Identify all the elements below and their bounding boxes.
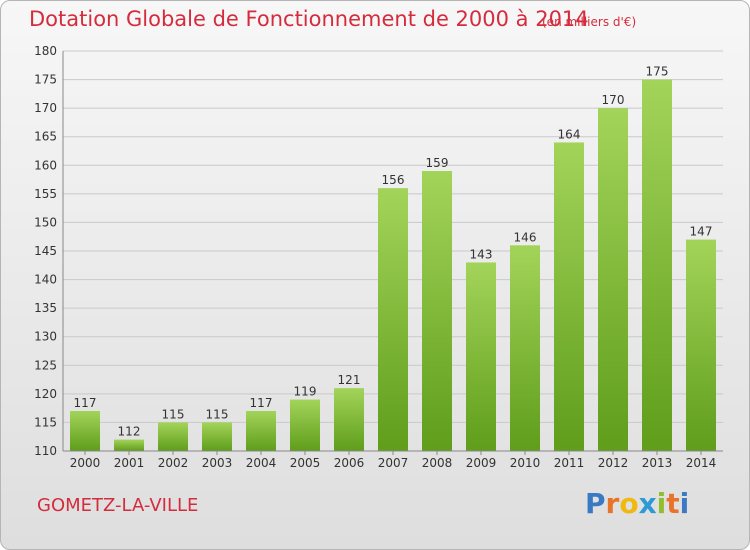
value-label-2000: 117 (74, 396, 97, 410)
y-tick-label: 170 (34, 101, 57, 115)
value-label-2010: 146 (514, 230, 537, 244)
y-tick-label: 175 (34, 73, 57, 87)
y-tick-label: 160 (34, 158, 57, 172)
logo-letter: t (666, 487, 680, 520)
y-tick-label: 110 (34, 444, 57, 458)
x-tick-label-2007: 2007 (378, 456, 409, 470)
x-tick-label-2000: 2000 (70, 456, 101, 470)
y-tick-label: 115 (34, 415, 57, 429)
bar-2002 (158, 422, 188, 451)
bar-2005 (290, 399, 320, 451)
y-tick-label: 145 (34, 244, 57, 258)
x-tick-label-2001: 2001 (114, 456, 145, 470)
value-label-2002: 115 (162, 407, 185, 421)
value-label-2013: 175 (646, 65, 669, 79)
x-tick-label-2009: 2009 (466, 456, 497, 470)
x-tick-label-2013: 2013 (642, 456, 673, 470)
value-label-2009: 143 (470, 247, 493, 261)
value-label-2006: 121 (338, 373, 361, 387)
value-label-2003: 115 (206, 407, 229, 421)
chart-title: Dotation Globale de Fonctionnement de 20… (29, 7, 589, 31)
x-tick-label-2011: 2011 (554, 456, 585, 470)
logo-letter: r (605, 487, 620, 520)
bar-2013 (642, 79, 672, 452)
y-tick-label: 125 (34, 358, 57, 372)
bar-2009 (466, 262, 496, 451)
bar-2008 (422, 171, 452, 451)
bar-2004 (246, 411, 276, 451)
commune-name: GOMETZ-LA-VILLE (37, 495, 199, 516)
y-tick-label: 180 (34, 44, 57, 58)
bar-2011 (554, 142, 584, 451)
bar-2006 (334, 388, 364, 451)
bar-2012 (598, 108, 628, 452)
value-label-2005: 119 (294, 385, 317, 399)
x-tick-label-2005: 2005 (290, 456, 321, 470)
value-label-2007: 156 (382, 173, 405, 187)
bar-2007 (378, 188, 408, 451)
bar-2014 (686, 239, 716, 451)
proxiti-logo[interactable]: Proxiti (585, 487, 689, 520)
y-tick-label: 150 (34, 215, 57, 229)
y-tick-label: 130 (34, 330, 57, 344)
x-tick-label-2014: 2014 (686, 456, 717, 470)
logo-letter: i (679, 487, 690, 520)
value-label-2004: 117 (250, 396, 273, 410)
y-tick-label: 120 (34, 387, 57, 401)
value-label-2008: 159 (426, 156, 449, 170)
logo-letter: x (638, 487, 657, 520)
bar-2010 (510, 245, 540, 451)
value-label-2011: 164 (558, 127, 581, 141)
logo-letter: P (585, 487, 606, 520)
x-tick-label-2004: 2004 (246, 456, 277, 470)
y-tick-label: 135 (34, 301, 57, 315)
y-tick-label: 165 (34, 130, 57, 144)
x-tick-label-2008: 2008 (422, 456, 453, 470)
value-label-2001: 112 (118, 425, 141, 439)
y-tick-label: 140 (34, 273, 57, 287)
x-tick-label-2006: 2006 (334, 456, 365, 470)
value-label-2014: 147 (690, 225, 713, 239)
x-tick-label-2003: 2003 (202, 456, 233, 470)
logo-letter: o (619, 487, 639, 520)
bar-2003 (202, 422, 232, 451)
unit-note: (en milliers d'€) (542, 15, 637, 29)
y-tick-label: 155 (34, 187, 57, 201)
bar-2001 (114, 439, 144, 451)
bar-2000 (70, 411, 100, 451)
x-tick-label-2012: 2012 (598, 456, 629, 470)
x-tick-label-2002: 2002 (158, 456, 189, 470)
x-tick-label-2010: 2010 (510, 456, 541, 470)
value-label-2012: 170 (602, 93, 625, 107)
logo-letter: i (656, 487, 667, 520)
